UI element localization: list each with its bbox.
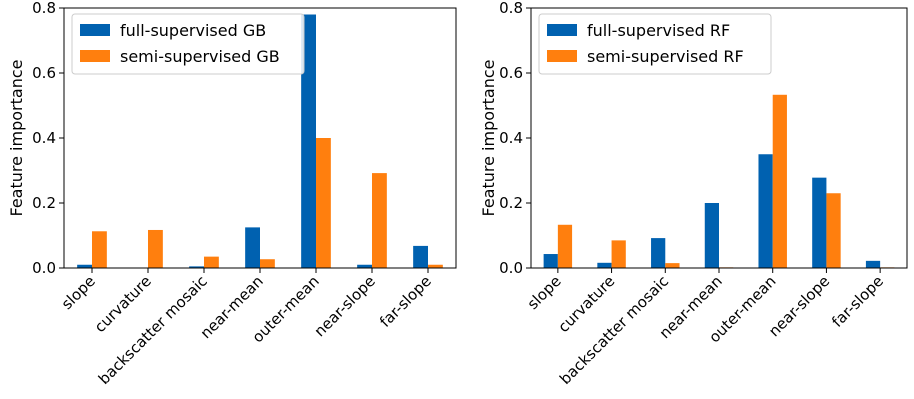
legend-swatch-full <box>547 24 577 36</box>
legend-swatch-semi <box>80 50 110 62</box>
x-tick-label: far-slope <box>828 272 887 331</box>
x-tick-label: slope <box>58 272 99 313</box>
legend-label-semi: semi-supervised GB <box>120 47 280 66</box>
legend-label-semi: semi-supervised RF <box>587 47 744 66</box>
bar-semi-1 <box>92 231 107 268</box>
y-tick-label: 0.6 <box>499 64 523 82</box>
bar-full-7 <box>865 260 881 268</box>
legend-label-full: full-supervised GB <box>120 21 266 40</box>
y-tick-label: 0.8 <box>499 0 523 17</box>
bar-full-3 <box>651 238 666 268</box>
legend-box <box>538 13 772 75</box>
bar-full-5 <box>301 14 316 268</box>
bar-full-4 <box>704 203 719 268</box>
bar-full-7 <box>413 245 428 268</box>
legend-swatch-semi <box>547 50 577 62</box>
bar-semi-5 <box>772 94 787 268</box>
bar-semi-2 <box>148 229 163 268</box>
legend: full-supervised GB semi-supervised GB <box>71 13 305 75</box>
y-axis-label: Feature importance <box>7 60 26 217</box>
bar-semi-1 <box>557 224 573 268</box>
bar-semi-3 <box>665 263 680 269</box>
x-tick-label: backscatter mosaic <box>95 272 211 388</box>
bar-semi-5 <box>316 138 331 268</box>
legend-label-full: full-supervised RF <box>587 21 730 40</box>
x-tick-label: near-slope <box>311 272 379 340</box>
x-tick-label: backscatter mosaic <box>556 272 672 388</box>
bar-semi-7 <box>428 264 443 268</box>
bar-semi-2 <box>611 240 626 269</box>
y-tick-label: 0.8 <box>32 0 56 17</box>
bar-full-2 <box>597 262 612 268</box>
y-axis-label: Feature importance <box>479 60 498 217</box>
bar-semi-6 <box>372 173 387 268</box>
x-tick-label: far-slope <box>376 272 435 331</box>
x-tick-label: slope <box>524 272 565 313</box>
y-tick-label: 0.0 <box>32 259 56 277</box>
legend: full-supervised RF semi-supervised RF <box>538 13 772 75</box>
y-tick-label: 0.2 <box>32 194 56 212</box>
bar-full-6 <box>357 264 372 268</box>
legend-swatch-full <box>80 24 110 36</box>
y-tick-label: 0.6 <box>32 64 56 82</box>
bar-full-4 <box>245 227 260 269</box>
bar-full-6 <box>812 177 827 268</box>
bar-semi-3 <box>204 256 219 269</box>
y-tick-label: 0.4 <box>32 129 56 147</box>
bar-full-1 <box>77 264 92 268</box>
bar-full-5 <box>758 154 773 268</box>
y-tick-label: 0.0 <box>499 259 523 277</box>
y-tick-label: 0.2 <box>499 194 523 212</box>
y-tick-label: 0.4 <box>499 129 523 147</box>
bar-semi-4 <box>260 259 275 268</box>
bar-full-3 <box>189 266 204 269</box>
chart-panel-2: 0.00.20.40.60.8slopecurvaturebackscatter… <box>479 0 908 388</box>
bar-full-1 <box>543 254 558 268</box>
legend-box <box>71 13 305 75</box>
chart-panel-1: 0.00.20.40.60.8slopecurvaturebackscatter… <box>7 0 457 388</box>
bar-semi-6 <box>826 193 841 268</box>
